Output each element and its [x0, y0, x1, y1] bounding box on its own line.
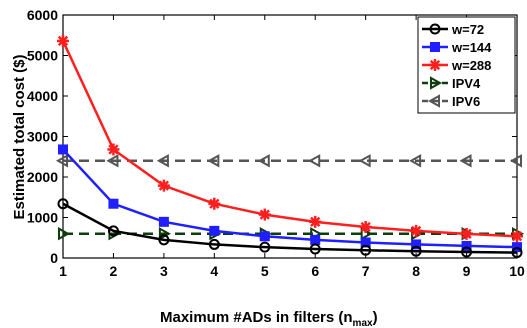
- series-w=288: [57, 34, 523, 243]
- data-point-stroke: [461, 228, 472, 239]
- data-point: [156, 154, 169, 168]
- data-point: [108, 198, 119, 209]
- x-axis-label-subscript: max: [353, 318, 373, 328]
- series-group: [55, 34, 525, 259]
- data-point-stroke: [410, 225, 422, 236]
- data-point: [429, 23, 441, 35]
- x-axis-label-main: Maximum #ADs in filters (n: [160, 309, 353, 326]
- series-w=144: [58, 144, 522, 253]
- x-tick-label: 10: [509, 263, 525, 279]
- legend-label: w=144: [451, 40, 492, 55]
- y-tick-label: 5000: [27, 48, 58, 64]
- series-IPV6: [55, 154, 522, 168]
- data-point: [309, 215, 322, 228]
- data-point: [57, 34, 69, 47]
- data-point: [106, 154, 119, 168]
- data-point: [208, 197, 221, 210]
- data-point: [461, 240, 472, 251]
- data-point: [259, 241, 271, 253]
- legend-item: w=144: [422, 40, 492, 55]
- x-tick-label: 8: [412, 263, 420, 279]
- data-point: [411, 239, 422, 250]
- legend-item: w=72: [422, 22, 484, 37]
- data-point: [107, 143, 120, 156]
- data-point: [107, 225, 119, 237]
- data-point: [158, 216, 169, 227]
- x-axis-label-close: ): [373, 309, 378, 326]
- data-point: [259, 231, 270, 242]
- data-point-stroke: [158, 180, 170, 191]
- x-tick-label: 9: [463, 263, 471, 279]
- data-point: [409, 154, 422, 168]
- data-point: [460, 227, 473, 240]
- data-point: [57, 198, 69, 210]
- series-line: [61, 40, 518, 238]
- legend-label: w=72: [451, 22, 484, 37]
- data-point: [207, 154, 220, 168]
- x-tick-label: 6: [311, 263, 319, 279]
- data-point: [310, 234, 321, 245]
- data-point: [258, 208, 271, 221]
- data-point: [359, 220, 372, 233]
- data-point: [208, 238, 220, 250]
- x-tick-label: 2: [110, 263, 118, 279]
- y-tick-label: 6000: [27, 7, 58, 23]
- data-point: [410, 224, 423, 237]
- data-point-stroke: [259, 209, 270, 220]
- legend-item: IPV4: [422, 76, 481, 91]
- data-point-stroke: [310, 216, 321, 227]
- data-point-stroke: [209, 198, 220, 209]
- data-point: [509, 154, 522, 168]
- data-point-stroke: [429, 59, 441, 71]
- data-point: [55, 154, 68, 168]
- y-tick-label: 3000: [27, 129, 58, 145]
- data-point-stroke: [57, 35, 69, 47]
- x-tick-label: 7: [362, 263, 370, 279]
- data-point: [209, 225, 220, 236]
- series-w=72: [57, 198, 523, 259]
- data-point: [459, 154, 472, 168]
- data-point: [360, 237, 371, 248]
- ticks-group: 1 2 3 4 5 6 7 8 9 10 0 1000 2000 3000 4000 5000 6000: [27, 7, 525, 279]
- data-point-stroke: [108, 144, 119, 155]
- y-tick-label: 1000: [27, 210, 58, 226]
- series-line: [62, 202, 518, 254]
- data-point: [58, 227, 71, 241]
- data-point: [257, 154, 270, 168]
- legend-label: IPV4: [452, 76, 481, 91]
- data-point: [511, 230, 523, 243]
- data-point: [157, 179, 170, 192]
- data-point: [430, 42, 440, 52]
- series-line: [62, 148, 518, 249]
- legend-item: IPV6: [422, 94, 480, 109]
- x-tick-label: 3: [160, 263, 168, 279]
- y-tick-label: 2000: [27, 169, 58, 185]
- data-point: [430, 76, 443, 90]
- y-axis-label: Estimated total cost ($): [11, 54, 28, 219]
- legend-label: IPV6: [452, 94, 480, 109]
- data-point: [58, 144, 68, 155]
- data-point-stroke: [360, 221, 371, 233]
- data-point: [158, 234, 170, 246]
- x-axis-label: Maximum #ADs in filters (nmax): [160, 309, 378, 328]
- data-point: [427, 94, 440, 108]
- data-point: [308, 154, 321, 168]
- x-tick-label: 5: [261, 263, 269, 279]
- legend-label: w=288: [451, 58, 491, 73]
- x-tick-label: 1: [59, 263, 67, 279]
- data-point: [358, 154, 371, 168]
- data-point: [429, 59, 441, 71]
- legend-item: w=288: [422, 58, 491, 73]
- data-point-stroke: [511, 231, 523, 242]
- y-tick-label: 4000: [27, 88, 58, 104]
- x-tick-label: 4: [210, 263, 218, 279]
- y-tick-label: 0: [50, 250, 58, 266]
- legend: w=72 w=144 w=288 IPV4 IPV6: [417, 16, 516, 114]
